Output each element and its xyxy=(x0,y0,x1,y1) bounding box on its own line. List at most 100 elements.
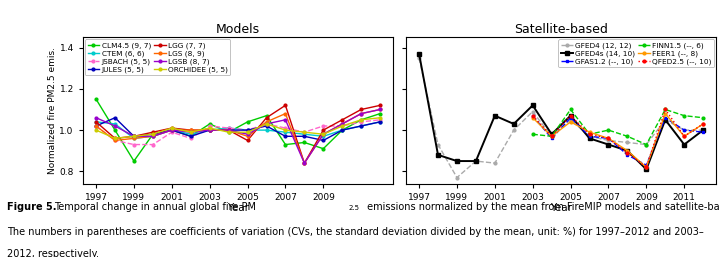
LGG (7, 7) xyxy=(111,137,120,140)
ORCHIDEE (5, 5) xyxy=(148,133,157,136)
GFED4s (14, 10) xyxy=(623,149,631,152)
Text: Temporal change in annual global fire PM: Temporal change in annual global fire PM xyxy=(54,202,256,212)
FEER1 (--, 8) xyxy=(680,135,688,138)
FEER1 (--, 8) xyxy=(642,166,651,169)
GFED4 (12, 12) xyxy=(433,143,442,146)
ORCHIDEE (5, 5) xyxy=(91,128,100,132)
FINN1.5 (--, 6) xyxy=(528,133,537,136)
GFED4s (14, 10) xyxy=(680,143,688,146)
ORCHIDEE (5, 5) xyxy=(319,133,328,136)
JSBACH (5, 5) xyxy=(376,118,384,121)
LGG (7, 7) xyxy=(243,139,252,142)
LGS (8, 9) xyxy=(205,128,214,132)
LGG (7, 7) xyxy=(225,128,233,132)
GFED4 (12, 12) xyxy=(642,143,651,146)
QFED2.5 (--, 10) xyxy=(699,122,708,125)
GFED4s (14, 10) xyxy=(585,137,594,140)
JSBACH (5, 5) xyxy=(225,126,233,130)
Text: emissions normalized by the mean from FireMIP models and satellite-based product: emissions normalized by the mean from Fi… xyxy=(364,202,720,212)
GFED4 (12, 12) xyxy=(680,128,688,132)
JSBACH (5, 5) xyxy=(186,137,195,140)
FINN1.5 (--, 6) xyxy=(566,108,575,111)
FEER1 (--, 8) xyxy=(528,116,537,119)
Line: ORCHIDEE (5, 5): ORCHIDEE (5, 5) xyxy=(94,116,382,140)
LGSB (8, 7) xyxy=(243,133,252,136)
CTEM (6, 6) xyxy=(319,135,328,138)
CLM4.5 (9, 7) xyxy=(338,128,346,132)
ORCHIDEE (5, 5) xyxy=(262,122,271,125)
QFED2.5 (--, 10) xyxy=(566,114,575,117)
Line: JULES (5, 5): JULES (5, 5) xyxy=(94,116,382,142)
FINN1.5 (--, 6) xyxy=(623,135,631,138)
GFED4s (14, 10) xyxy=(528,104,537,107)
JULES (5, 5) xyxy=(130,135,138,138)
GFED4 (12, 12) xyxy=(566,118,575,121)
CLM4.5 (9, 7) xyxy=(205,122,214,125)
QFED2.5 (--, 10) xyxy=(680,135,688,138)
JULES (5, 5) xyxy=(281,135,289,138)
LGS (8, 9) xyxy=(300,162,309,165)
FEER1 (--, 8) xyxy=(661,112,670,115)
Legend: CLM4.5 (9, 7), CTEM (6, 6), JSBACH (5, 5), JULES (5, 5), LGG (7, 7), LGS (8, 9),: CLM4.5 (9, 7), CTEM (6, 6), JSBACH (5, 5… xyxy=(85,40,230,75)
JULES (5, 5) xyxy=(319,139,328,142)
LGS (8, 9) xyxy=(319,133,328,136)
Line: FINN1.5 (--, 6): FINN1.5 (--, 6) xyxy=(531,108,705,146)
LGSB (8, 7) xyxy=(300,162,309,165)
LGS (8, 9) xyxy=(130,137,138,140)
FINN1.5 (--, 6) xyxy=(680,114,688,117)
FINN1.5 (--, 6) xyxy=(699,116,708,119)
GFED4 (12, 12) xyxy=(472,160,480,163)
CTEM (6, 6) xyxy=(130,137,138,140)
Line: FEER1 (--, 8): FEER1 (--, 8) xyxy=(531,112,705,169)
GFAS1.2 (--, 10) xyxy=(642,164,651,167)
LGSB (8, 7) xyxy=(91,116,100,119)
FEER1 (--, 8) xyxy=(547,135,556,138)
Y-axis label: Normalized fire PM2.5 emis.: Normalized fire PM2.5 emis. xyxy=(48,47,57,174)
X-axis label: Year: Year xyxy=(550,203,572,213)
GFED4 (12, 12) xyxy=(415,56,423,59)
CTEM (6, 6) xyxy=(338,128,346,132)
CTEM (6, 6) xyxy=(186,133,195,136)
CLM4.5 (9, 7) xyxy=(300,141,309,144)
QFED2.5 (--, 10) xyxy=(547,135,556,138)
LGSB (8, 7) xyxy=(357,112,366,115)
LGSB (8, 7) xyxy=(225,128,233,132)
GFED4 (12, 12) xyxy=(604,139,613,142)
LGS (8, 9) xyxy=(91,124,100,127)
LGS (8, 9) xyxy=(225,128,233,132)
GFED4s (14, 10) xyxy=(433,153,442,157)
JSBACH (5, 5) xyxy=(243,128,252,132)
LGG (7, 7) xyxy=(319,128,328,132)
LGG (7, 7) xyxy=(205,128,214,132)
Line: GFED4 (12, 12): GFED4 (12, 12) xyxy=(418,57,705,179)
QFED2.5 (--, 10) xyxy=(528,114,537,117)
ORCHIDEE (5, 5) xyxy=(281,128,289,132)
JSBACH (5, 5) xyxy=(281,126,289,130)
FINN1.5 (--, 6) xyxy=(642,143,651,146)
ORCHIDEE (5, 5) xyxy=(130,135,138,138)
GFED4 (12, 12) xyxy=(453,176,462,179)
JSBACH (5, 5) xyxy=(168,131,176,134)
CLM4.5 (9, 7) xyxy=(168,128,176,132)
GFAS1.2 (--, 10) xyxy=(566,116,575,119)
GFED4s (14, 10) xyxy=(510,122,518,125)
LGSB (8, 7) xyxy=(281,118,289,121)
LGSB (8, 7) xyxy=(148,135,157,138)
GFED4s (14, 10) xyxy=(415,52,423,55)
JSBACH (5, 5) xyxy=(300,131,309,134)
LGSB (8, 7) xyxy=(338,122,346,125)
JULES (5, 5) xyxy=(262,124,271,127)
LGG (7, 7) xyxy=(357,108,366,111)
CTEM (6, 6) xyxy=(225,126,233,130)
LGSB (8, 7) xyxy=(205,128,214,132)
GFAS1.2 (--, 10) xyxy=(547,137,556,140)
FEER1 (--, 8) xyxy=(604,137,613,140)
GFED4 (12, 12) xyxy=(547,135,556,138)
CLM4.5 (9, 7) xyxy=(262,114,271,117)
JULES (5, 5) xyxy=(168,128,176,132)
LGG (7, 7) xyxy=(300,162,309,165)
CTEM (6, 6) xyxy=(300,133,309,136)
CTEM (6, 6) xyxy=(148,135,157,138)
CLM4.5 (9, 7) xyxy=(91,98,100,101)
CLM4.5 (9, 7) xyxy=(319,147,328,150)
